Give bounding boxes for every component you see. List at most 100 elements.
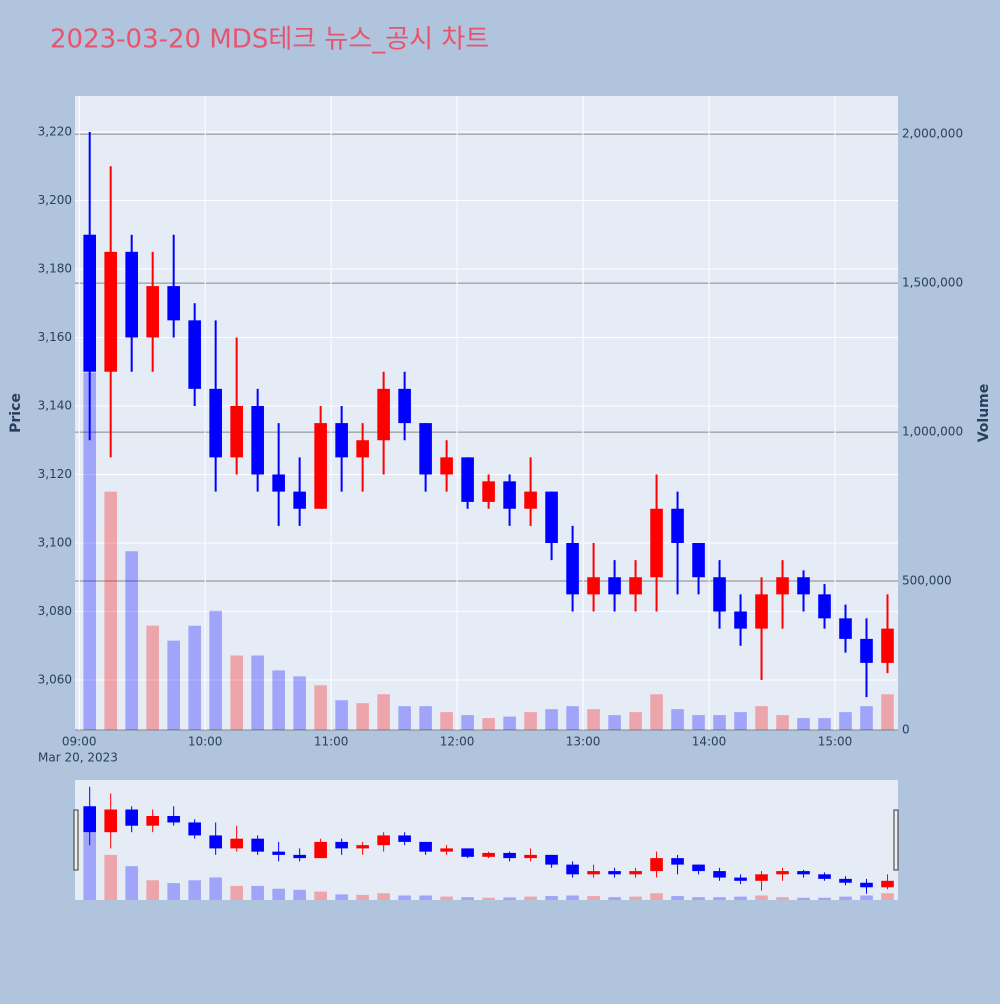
volume-bar [146,625,159,730]
volume-bar [272,670,285,730]
y-tick-label: 3,140 [38,398,72,412]
slider-handle[interactable] [73,809,79,871]
candle-body [230,405,243,458]
slider-volume [587,896,600,900]
candle-body [356,440,369,458]
slider-volume [566,895,579,900]
slider-body [755,874,768,881]
slider-body [482,852,495,857]
slider-body [293,854,306,859]
volume-bar [671,709,684,730]
slider-volume [440,896,453,900]
slider-volume [209,877,222,900]
y-tick-label: 3,080 [38,604,72,618]
volume-bar [692,715,705,730]
volume-bar [482,718,495,730]
volume-bar [209,610,222,730]
candle-body [776,577,789,595]
slider-volume [755,895,768,900]
slider-volume [482,897,495,900]
candle-body [440,457,453,475]
slider-body [335,841,348,849]
candle-body [734,611,747,629]
slider-volume [545,896,558,900]
volume-bar [293,676,306,730]
slider-body [398,835,411,842]
candle-body [482,481,495,502]
slider-body [461,848,474,857]
y-tick-label: 3,100 [38,535,72,549]
slider-body [104,809,117,833]
volume-bar [83,372,96,730]
slider-volume [524,896,537,900]
slider-volume [104,854,117,900]
slider-body [671,858,684,865]
slider-volume [629,896,642,900]
volume-bar [524,712,537,730]
y-tick-label: 3,160 [38,330,72,344]
slider-body [83,806,96,833]
candle-body [146,286,159,338]
candle-body [755,594,768,629]
slider-body [146,815,159,826]
slider-volume [776,897,789,900]
slider-body [650,858,663,872]
candle-body [335,423,348,458]
candle-body [818,594,831,619]
x-date-label: Mar 20, 2023 [38,751,118,765]
volume-bar [419,706,432,730]
slider-body [839,878,852,883]
slider-body [776,871,789,875]
slider-volume [146,880,159,900]
volume-bar [440,712,453,730]
candle-body [650,508,663,578]
y2-tick-label: 0 [902,723,910,737]
volume-bar [776,715,789,730]
slider-body [545,854,558,865]
volume-bar [839,712,852,730]
candle-body [314,423,327,509]
slider-body [188,822,201,836]
candle-body [566,542,579,595]
volume-bar [503,716,516,730]
slider-volume [167,883,180,900]
slider-volume [881,893,894,900]
candle-body [797,577,810,595]
slider-body [503,852,516,859]
slider-volume [734,896,747,900]
volume-bar [860,706,873,730]
slider-volume [692,897,705,900]
volume-bar [755,706,768,730]
volume-bar [818,718,831,730]
y-tick-label: 3,180 [38,261,72,275]
candle-body [839,618,852,639]
slider-volume [335,894,348,900]
slider-volume [503,897,516,900]
slider-body [566,864,579,875]
x-tick-label: 13:00 [566,735,601,749]
x-tick-label: 11:00 [314,735,349,749]
x-tick-label: 12:00 [440,735,475,749]
volume-bar [356,703,369,730]
candle-body [503,481,516,509]
y-tick-label: 3,120 [38,467,72,481]
y-tick-label: 3,200 [38,193,72,207]
slider-handle[interactable] [893,809,899,871]
slider-volume [461,897,474,900]
candle-body [629,577,642,595]
slider-body [587,871,600,875]
slider-body [125,809,138,826]
slider-volume [713,897,726,900]
slider-body [440,848,453,852]
volume-bar [629,712,642,730]
volume-bar [545,709,558,730]
slider-volume [188,880,201,900]
candle-body [293,491,306,509]
candle-body [461,457,474,502]
volume-bar [881,694,894,730]
volume-bar [650,694,663,730]
candle-body [524,491,537,509]
slider-volume [860,895,873,900]
candle-body [692,542,705,578]
y2-axis-title: Volume [976,384,992,443]
